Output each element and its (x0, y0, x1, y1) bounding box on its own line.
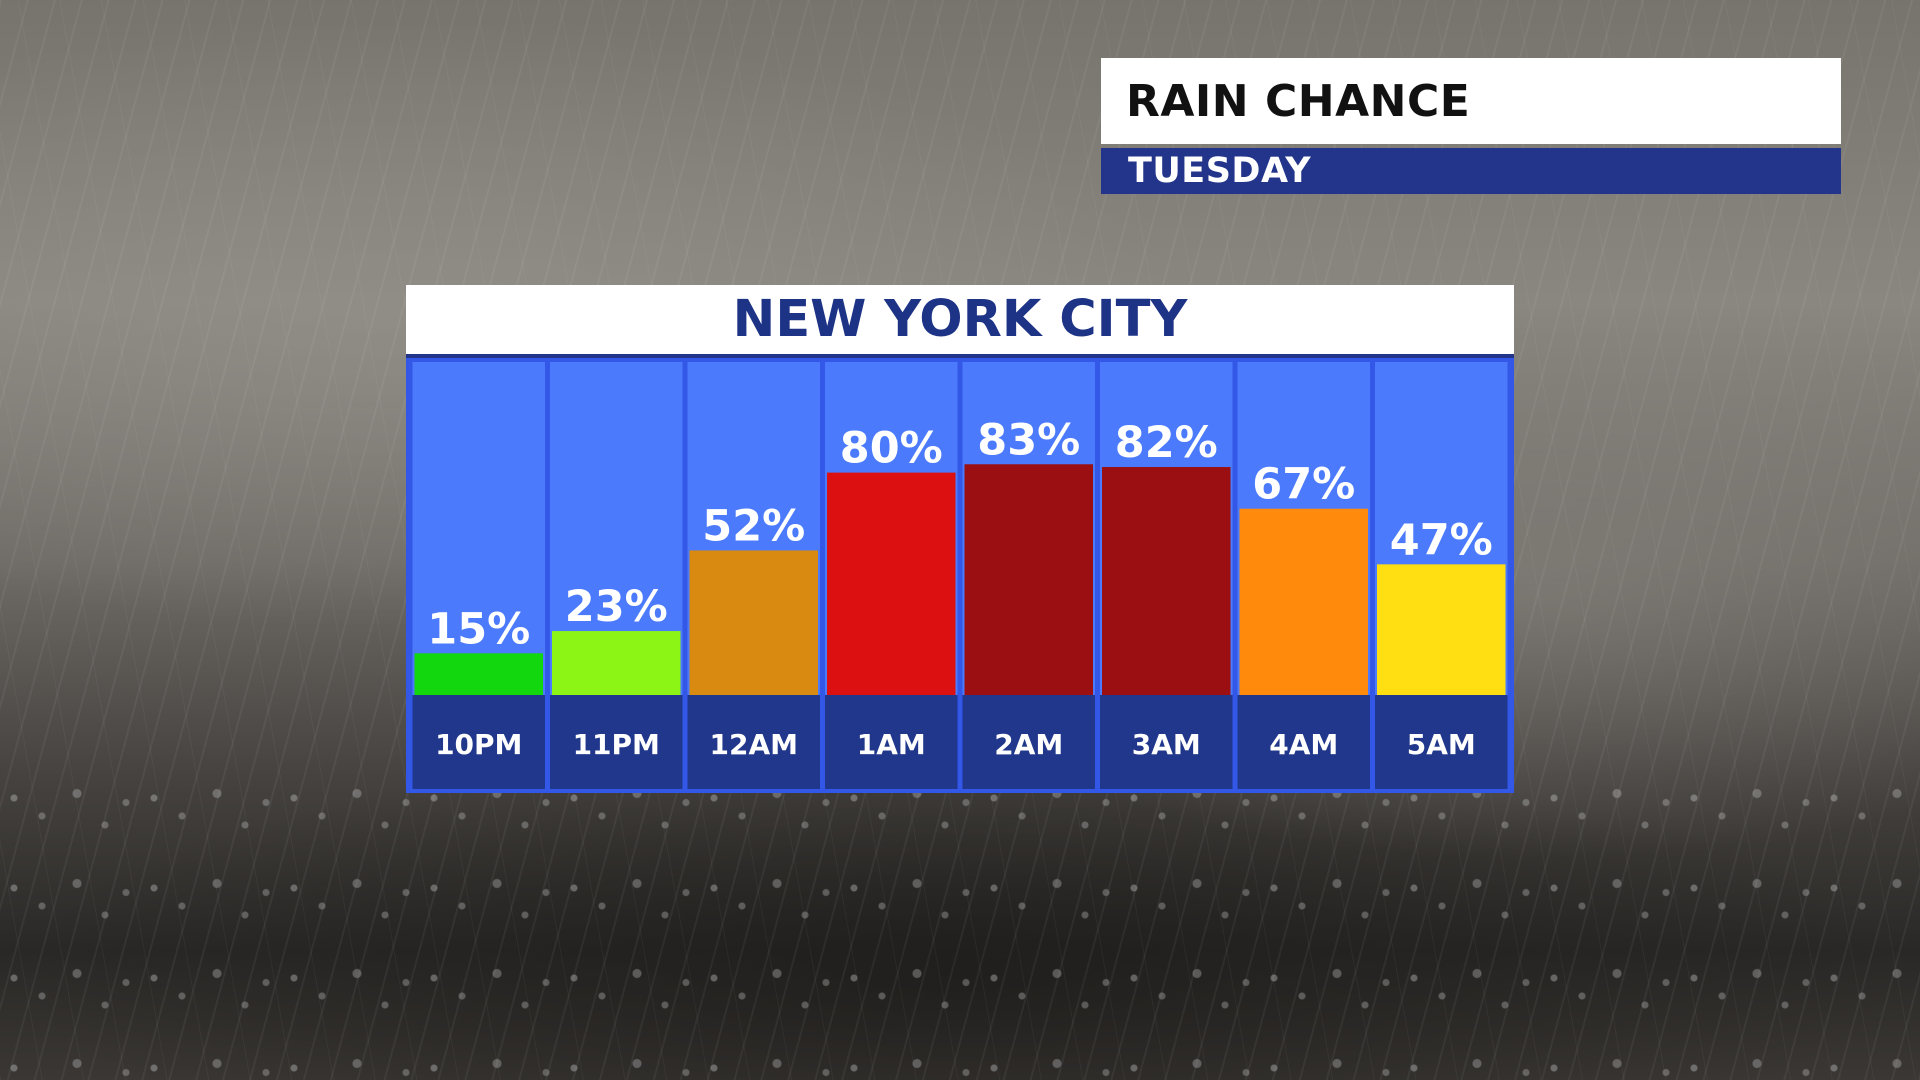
bar-category-label: 11PM (573, 728, 660, 761)
bar-category-bg (1375, 695, 1508, 789)
bar (827, 472, 956, 695)
bar (964, 464, 1093, 695)
graphic-title: RAIN CHANCE (1101, 58, 1841, 144)
chart-title: NEW YORK CITY (406, 285, 1514, 358)
bar-category-label: 1AM (857, 728, 926, 761)
bar-value-label: 83% (977, 415, 1080, 465)
chart-panel: NEW YORK CITY 15% 10PM 23% 11PM 52% 12AM 80% 1A… (406, 285, 1514, 793)
bar-category-label: 2AM (994, 728, 1063, 761)
graphic-subtitle: TUESDAY (1101, 148, 1841, 194)
title-box: RAIN CHANCE TUESDAY (1101, 58, 1841, 194)
bar-category-bg (550, 695, 683, 789)
bar-column-bg (412, 362, 545, 695)
bar (1239, 508, 1368, 695)
bar-value-label: 80% (840, 424, 943, 474)
bar-category-bg (962, 695, 1095, 789)
bar-category-bg (825, 695, 958, 789)
bar-value-label: 15% (427, 604, 530, 654)
bar-category-bg (1237, 695, 1370, 789)
bar-category-label: 3AM (1132, 728, 1201, 761)
bar-value-label: 82% (1115, 418, 1218, 468)
bar (1102, 467, 1231, 695)
bar-value-label: 67% (1252, 460, 1355, 510)
bar (414, 653, 543, 695)
bar-category-bg (1100, 695, 1233, 789)
bar-value-label: 52% (702, 501, 805, 551)
bar-category-label: 12AM (710, 728, 799, 761)
bar-category-label: 10PM (435, 728, 522, 761)
bar-category-label: 4AM (1269, 728, 1338, 761)
bar-value-label: 23% (565, 582, 668, 632)
splash-background (0, 780, 1920, 1080)
bar (689, 550, 818, 695)
bar (1377, 564, 1506, 695)
bar-category-bg (412, 695, 545, 789)
bar-category-label: 5AM (1407, 728, 1476, 761)
bar-category-bg (687, 695, 820, 789)
bar (552, 631, 681, 695)
bar-value-label: 47% (1390, 515, 1493, 565)
rain-chance-chart: 15% 10PM 23% 11PM 52% 12AM 80% 1AM 83% 2AM 82% 3AM 6… (412, 362, 1508, 789)
chart-body: 15% 10PM 23% 11PM 52% 12AM 80% 1AM 83% 2AM 82% 3AM 6… (406, 358, 1514, 793)
